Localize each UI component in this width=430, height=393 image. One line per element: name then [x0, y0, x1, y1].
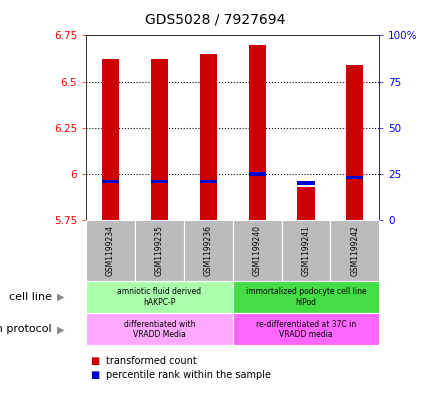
Bar — [150, 59, 168, 220]
Text: ■: ■ — [90, 356, 99, 366]
Bar — [346, 65, 362, 220]
Text: percentile rank within the sample: percentile rank within the sample — [105, 370, 270, 380]
Bar — [297, 182, 314, 185]
Text: GSM1199236: GSM1199236 — [203, 225, 212, 276]
Text: GSM1199235: GSM1199235 — [155, 225, 163, 276]
Text: GSM1199241: GSM1199241 — [301, 225, 310, 276]
Text: cell line: cell line — [9, 292, 52, 302]
Text: GSM1199240: GSM1199240 — [252, 225, 261, 276]
Text: re-differentiated at 37C in
VRADD media: re-differentiated at 37C in VRADD media — [255, 320, 355, 339]
Text: transformed count: transformed count — [105, 356, 196, 366]
Text: ■: ■ — [90, 370, 99, 380]
Bar — [199, 54, 216, 220]
Text: GSM1199242: GSM1199242 — [350, 225, 359, 276]
Text: growth protocol: growth protocol — [0, 324, 52, 334]
Bar — [102, 59, 119, 220]
Text: GSM1199234: GSM1199234 — [106, 225, 115, 276]
Bar — [150, 180, 168, 183]
Bar — [346, 176, 362, 179]
Bar — [248, 44, 265, 220]
Text: differentiated with
VRADD Media: differentiated with VRADD Media — [123, 320, 195, 339]
Text: GDS5028 / 7927694: GDS5028 / 7927694 — [145, 13, 285, 27]
Text: ▶: ▶ — [57, 324, 64, 334]
Bar — [297, 187, 314, 220]
Bar — [199, 180, 216, 183]
Bar — [248, 172, 265, 176]
Text: immortalized podocyte cell line
hIPod: immortalized podocyte cell line hIPod — [245, 287, 366, 307]
Text: amniotic fluid derived
hAKPC-P: amniotic fluid derived hAKPC-P — [117, 287, 201, 307]
Bar — [102, 180, 119, 183]
Text: ▶: ▶ — [57, 292, 64, 302]
